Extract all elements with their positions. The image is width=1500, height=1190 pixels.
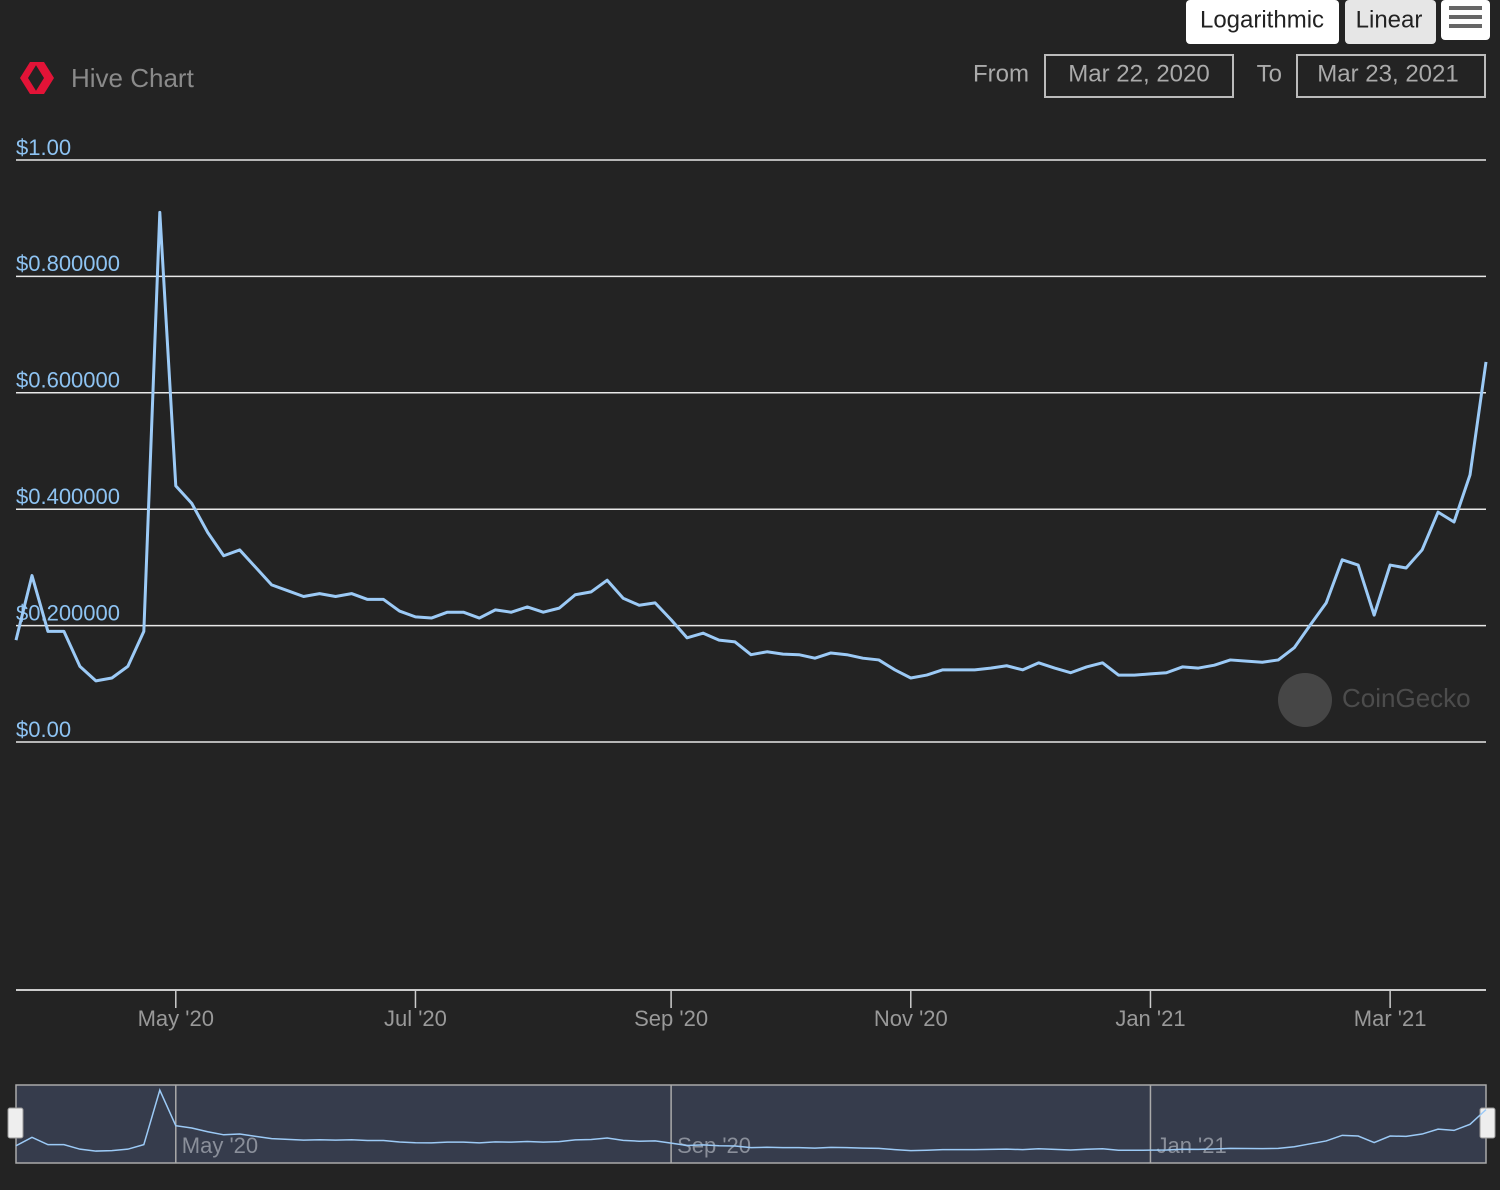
navigator-handle[interactable] xyxy=(1479,1107,1496,1139)
chart-title: Hive Chart xyxy=(71,63,195,93)
y-tick-label: $1.00 xyxy=(16,135,71,160)
x-tick-label: May '20 xyxy=(138,1006,214,1031)
to-input[interactable] xyxy=(1296,54,1486,98)
price-line xyxy=(14,210,1488,683)
x-tick-label: Jul '20 xyxy=(384,1006,447,1031)
y-tick-label: $0.800000 xyxy=(16,251,120,276)
log-button[interactable] xyxy=(1186,0,1339,44)
x-tick-label: Nov '20 xyxy=(874,1006,948,1031)
navigator-line xyxy=(15,1088,1487,1152)
from-label: From xyxy=(973,60,1029,87)
navigator[interactable] xyxy=(15,1084,1487,1164)
linear-button-label[interactable]: Linear xyxy=(1356,6,1423,33)
x-tick-label: Sep '20 xyxy=(634,1006,708,1031)
to-date[interactable]: Mar 23, 2021 xyxy=(1317,60,1458,87)
y-tick-label: $0.200000 xyxy=(16,600,120,625)
to-label: To xyxy=(1257,60,1282,87)
navigator-handle[interactable] xyxy=(7,1107,24,1139)
watermark-text: CoinGecko xyxy=(1342,683,1471,713)
from-date[interactable]: Mar 22, 2020 xyxy=(1068,60,1209,87)
y-tick-label: $0.600000 xyxy=(16,368,120,393)
watermark: CoinGecko xyxy=(1278,673,1471,727)
linear-button[interactable] xyxy=(1345,0,1436,44)
menu-button[interactable] xyxy=(1441,0,1490,40)
navigator-label: May '20 xyxy=(182,1133,258,1158)
log-button-label[interactable]: Logarithmic xyxy=(1200,6,1324,33)
x-tick-label: Mar '21 xyxy=(1354,1006,1427,1031)
navigator-label: Jan '21 xyxy=(1156,1133,1226,1158)
y-tick-label: $0.400000 xyxy=(16,484,120,509)
hive-logo xyxy=(20,62,54,94)
y-tick-label: $0.00 xyxy=(16,717,71,742)
from-input[interactable] xyxy=(1044,54,1234,98)
x-tick-label: Jan '21 xyxy=(1115,1006,1185,1031)
